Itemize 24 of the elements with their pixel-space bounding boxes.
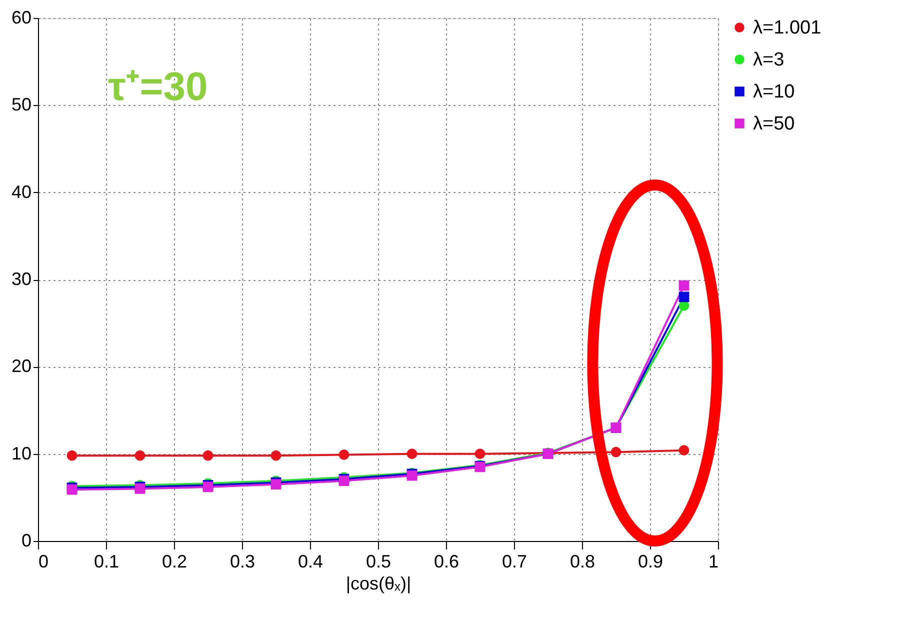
x-tick-label: 0.2 (162, 552, 188, 572)
annotation: τ⁺=30 (108, 65, 208, 109)
y-tick-label: 60 (11, 8, 32, 28)
x-tick-label: 0.7 (502, 552, 528, 572)
x-tick-label: 1 (708, 552, 718, 572)
x-tick-label: 0.9 (638, 552, 664, 572)
x-axis-title: |cos(θₓ)| (346, 574, 412, 594)
y-tick-label: 20 (11, 356, 32, 376)
x-tick-label: 0.3 (230, 552, 256, 572)
legend-label: λ=1.001 (753, 18, 822, 38)
x-tick-label: 0.1 (94, 552, 120, 572)
x-tick-label: 0.8 (570, 552, 596, 572)
y-tick-label: 10 (11, 443, 32, 464)
legend-label: λ=10 (753, 82, 795, 102)
legend-label: λ=50 (753, 114, 795, 134)
x-tick-label: 0.6 (434, 552, 460, 572)
y-tick-label: 40 (11, 182, 32, 202)
x-tick-label: 0.5 (366, 552, 392, 572)
y-tick-label: 0 (21, 530, 32, 550)
x-tick-label: 0.4 (298, 552, 324, 572)
y-tick-label: 30 (11, 269, 32, 289)
legend-label: λ=3 (753, 50, 784, 70)
x-tick-label: 0 (38, 552, 49, 572)
y-tick-label: 50 (11, 94, 32, 115)
